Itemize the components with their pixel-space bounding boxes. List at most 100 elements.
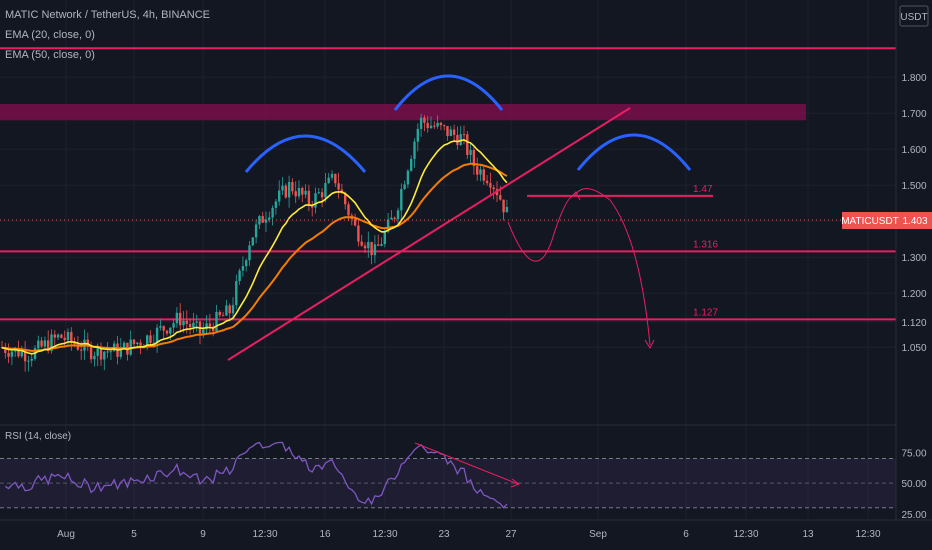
candle-body: [241, 266, 245, 271]
candle-body: [281, 185, 284, 191]
horizontal-levels: [0, 47, 896, 321]
rsi-tick-label: 75.00: [901, 448, 926, 459]
candle-body: [400, 189, 403, 211]
candle-body: [443, 125, 446, 127]
candle-body: [245, 260, 248, 267]
candle-body: [393, 217, 396, 220]
candle-body: [320, 192, 324, 198]
candle-body: [294, 191, 297, 197]
candle-body: [103, 351, 106, 360]
candle-body: [172, 323, 175, 328]
time-tick-label: 6: [683, 529, 689, 540]
last-price-value: 1.403: [902, 216, 927, 227]
candle-body: [324, 182, 327, 198]
level-label: 1.127: [693, 307, 718, 318]
candle-body: [132, 339, 136, 345]
candle-body: [30, 358, 33, 361]
candle-body: [188, 323, 192, 328]
candle-body: [258, 216, 261, 225]
candle-body: [4, 347, 7, 353]
price-tick-label: 1.200: [901, 289, 926, 300]
price-tick-label: 1.300: [901, 253, 926, 264]
candle-body: [377, 244, 380, 246]
candle-body: [261, 216, 264, 223]
candle-body: [462, 134, 466, 136]
candle-body: [360, 241, 363, 246]
candle-body: [271, 207, 274, 218]
candle-body: [43, 340, 47, 347]
time-tick-label: 16: [319, 529, 331, 540]
candle-body: [109, 351, 113, 353]
candle-body: [27, 360, 30, 362]
candle-body: [334, 173, 337, 184]
candle-body: [456, 134, 459, 146]
candle-body: [10, 351, 14, 357]
candle-body: [53, 334, 56, 338]
time-tick-label: 27: [505, 529, 517, 540]
candle-body: [278, 190, 281, 202]
candle-body: [419, 117, 423, 129]
candle-body: [347, 204, 350, 216]
candle-body: [146, 335, 149, 346]
currency-label: USDT: [900, 12, 927, 23]
candle-body: [89, 345, 93, 360]
candle-body: [406, 170, 410, 185]
candle-body: [337, 183, 340, 190]
candle-body: [185, 320, 188, 324]
head-arc: [393, 74, 504, 111]
projection-arrowhead-down: [644, 339, 655, 350]
candle-body: [423, 117, 426, 123]
ema50-line: [1, 162, 508, 352]
candle-body: [297, 187, 301, 197]
trendline: [227, 107, 631, 361]
candle-body: [505, 207, 509, 213]
ema50-legend[interactable]: EMA (50, close, 0): [5, 49, 95, 61]
candle-body: [304, 190, 307, 195]
candle-body: [248, 245, 251, 261]
symbol-title[interactable]: MATIC Network / TetherUS, 4h, BINANCE: [5, 9, 210, 21]
candle-body: [439, 122, 443, 126]
ema20-line: [1, 138, 508, 355]
candle-body: [469, 150, 472, 155]
time-tick-label: 12:30: [252, 529, 277, 540]
candle-body: [274, 201, 278, 208]
candle-body: [159, 326, 162, 328]
candle-body: [63, 337, 66, 341]
candle-body: [218, 311, 221, 316]
price-tick-label: 1.700: [901, 109, 926, 120]
level-label: 1.47: [693, 184, 713, 195]
level-labels: 1.47 1.316 1.127: [693, 184, 718, 318]
candle-body: [485, 180, 489, 184]
candle-body: [251, 237, 254, 246]
rsi-legend[interactable]: RSI (14, close): [5, 431, 72, 442]
time-ticks[interactable]: Aug 5 9 12:30 16 12:30 23 27 Sep 6 12:30 13 12:30: [57, 529, 881, 540]
candle-body: [327, 177, 330, 183]
candle-body: [502, 199, 505, 213]
projection-arrowhead-up: [569, 191, 581, 201]
candle-body: [373, 244, 377, 256]
candle-body: [235, 281, 238, 306]
candle-body: [330, 173, 334, 178]
ema20-legend[interactable]: EMA (20, close, 0): [5, 29, 95, 41]
currency-box[interactable]: [899, 5, 929, 27]
candle-body: [436, 122, 439, 127]
candle-body: [476, 166, 479, 175]
candle-body: [317, 192, 320, 194]
candle-body: [353, 218, 357, 226]
candle-body: [410, 158, 413, 171]
candle-body: [479, 169, 482, 175]
candle-body: [76, 344, 80, 350]
candle-body: [449, 129, 452, 137]
candle-body: [119, 347, 122, 357]
candle-body: [287, 182, 291, 198]
candle-body: [20, 351, 23, 357]
candle-body: [165, 330, 169, 334]
candle-body: [268, 217, 271, 220]
candle-body: [228, 305, 231, 314]
candle-body: [367, 241, 370, 249]
price-scale[interactable]: [896, 0, 932, 520]
candle-body: [231, 305, 235, 314]
candle-body: [40, 340, 43, 347]
time-tick-label: 12:30: [855, 529, 880, 540]
